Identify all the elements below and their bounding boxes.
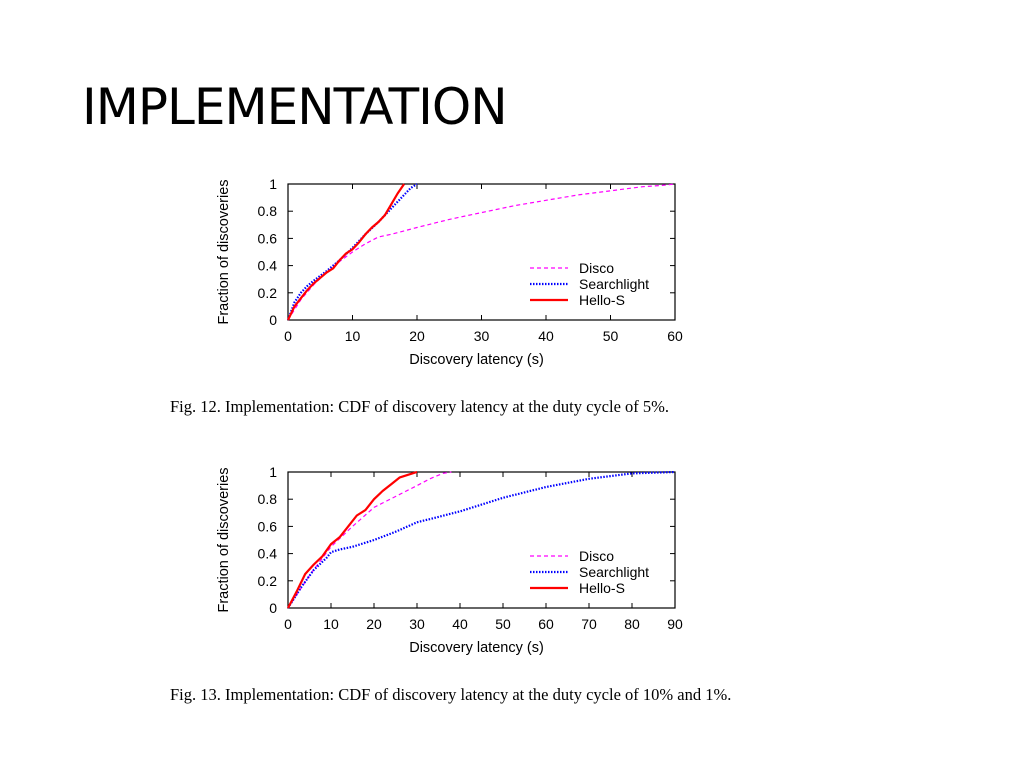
- chart2-legend-label: Hello-S: [579, 580, 625, 596]
- chart2-y-tick-label: 0.6: [258, 518, 278, 534]
- figure-caption-fig13: Fig. 13. Implementation: CDF of discover…: [170, 685, 732, 704]
- chart2-x-tick-label: 40: [452, 616, 468, 632]
- chart1-y-axis-label: Fraction of discoveries: [216, 179, 232, 324]
- chart2-x-tick-label: 0: [284, 616, 292, 632]
- chart2-y-tick-label: 0: [269, 600, 277, 616]
- chart1-legend-label: Searchlight: [579, 276, 649, 292]
- chart2-series-searchlight: [287, 470, 676, 609]
- chart2-y-axis-label: Fraction of discoveries: [216, 467, 232, 612]
- cdf-chart-fig12: 0 10 20 30 40 50 60 0 0.2 0.4 0.6 0.8 1 Discovery lat…: [170, 162, 740, 377]
- chart1-y-tick-label: 0: [269, 312, 277, 328]
- figure-caption-fig12: Fig. 12. Implementation: CDF of discover…: [170, 397, 670, 416]
- chart2-series-hello-s: [287, 470, 418, 609]
- chart1-y-tick-label: 0.8: [258, 203, 278, 219]
- chart1-series-hello-s: [287, 183, 406, 321]
- chart1-y-tick-label: 1: [269, 176, 277, 192]
- chart2-plot-frame: [287, 471, 676, 609]
- chart1-x-tick-label: 10: [345, 328, 361, 344]
- chart2-y-tick-label: 1: [269, 464, 277, 480]
- chart2-legend-label: Disco: [579, 548, 614, 564]
- chart1-y-tick-label: 0.6: [258, 230, 278, 246]
- chart1-x-tick-label: 20: [409, 328, 425, 344]
- chart1-legend-label: Hello-S: [579, 292, 625, 308]
- chart2-y-tick-label: 0.8: [258, 491, 278, 507]
- chart1-y-tick-label: 0.4: [258, 258, 278, 274]
- chart2-x-tick-label: 20: [366, 616, 382, 632]
- chart1-x-tick-label: 40: [538, 328, 554, 344]
- chart1-series-disco: [287, 183, 676, 321]
- chart2-x-tick-label: 70: [581, 616, 597, 632]
- chart1-x-tick-label: 60: [667, 328, 683, 344]
- chart2-x-tick-label: 80: [624, 616, 640, 632]
- chart1-x-tick-label: 30: [474, 328, 490, 344]
- slide-title: IMPLEMENTATION: [82, 78, 508, 136]
- chart2-x-tick-label: 50: [495, 616, 511, 632]
- chart2-y-tick-label: 0.4: [258, 546, 278, 562]
- chart1-x-tick-label: 50: [603, 328, 619, 344]
- chart2-series-disco: [287, 471, 452, 609]
- cdf-chart-fig13: 0 10 20 30 40 50 60 70 80 90 0 0.2 0.4 0.6 0.8 1 Discove…: [170, 450, 740, 665]
- chart2-x-tick-label: 30: [409, 616, 425, 632]
- cdf-chart-fig12-svg: 0 10 20 30 40 50 60 0 0.2 0.4 0.6 0.8 1 Discovery lat…: [216, 176, 683, 368]
- chart2-x-tick-label: 10: [323, 616, 339, 632]
- chart1-legend-label: Disco: [579, 260, 614, 276]
- chart1-x-axis-label: Discovery latency (s): [409, 352, 544, 368]
- chart2-x-tick-label: 60: [538, 616, 554, 632]
- chart2-x-tick-label: 90: [667, 616, 683, 632]
- cdf-chart-fig13-svg: 0 10 20 30 40 50 60 70 80 90 0 0.2 0.4 0.6 0.8 1 Discove…: [216, 464, 683, 656]
- chart2-y-tick-label: 0.2: [258, 573, 278, 589]
- chart2-x-axis-label: Discovery latency (s): [409, 640, 544, 656]
- chart1-x-tick-label: 0: [284, 328, 292, 344]
- chart1-y-tick-label: 0.2: [258, 285, 278, 301]
- chart2-legend-label: Searchlight: [579, 564, 649, 580]
